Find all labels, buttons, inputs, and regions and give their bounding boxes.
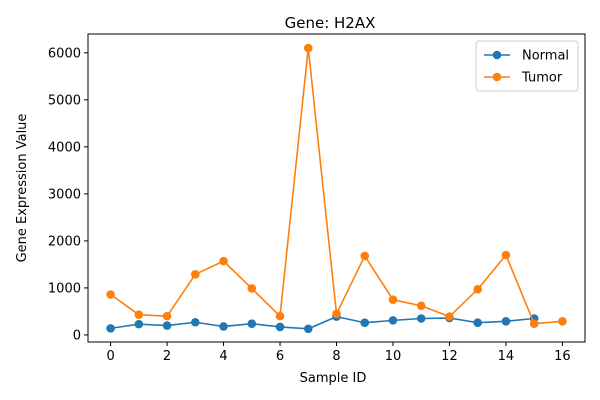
data-point-tumor [134,310,144,320]
data-point-tumor [388,295,398,304]
legend: Normal Tumor [475,40,579,92]
data-point-tumor [360,251,370,261]
y-axis: 0 1000 2000 3000 4000 5000 6000 [48,46,88,343]
y-tick-label: 6000 [48,46,81,61]
legend-label-tumor: Tumor [521,71,563,86]
data-point-normal [162,321,172,330]
x-tick-label: 0 [106,349,114,364]
x-tick-label: 10 [385,349,402,364]
legend-marker-tumor [492,72,502,82]
x-tick-label: 4 [219,349,227,364]
data-point-normal [303,324,313,334]
data-point-normal [388,316,398,325]
y-tick-label: 3000 [48,187,81,202]
chart-title: Gene: H2AX [285,14,376,32]
data-point-normal [134,319,144,329]
data-point-tumor [247,284,257,293]
legend-marker-normal [492,50,502,60]
data-point-normal [360,318,370,328]
x-tick-label: 16 [554,349,571,364]
data-point-tumor [191,269,200,279]
y-tick-label: 0 [73,328,81,343]
data-point-tumor [416,301,426,311]
data-point-tumor [558,317,567,326]
data-point-tumor [501,250,511,260]
x-tick-label: 12 [441,349,458,364]
data-point-tumor [332,309,341,319]
data-point-normal [106,324,115,333]
data-point-tumor [219,256,228,266]
series-tumor [106,43,567,328]
y-axis-label: Gene Expression Value [15,114,30,263]
legend-box [475,40,579,92]
y-tick-label: 2000 [48,234,81,249]
x-axis-label: Sample ID [300,371,367,386]
x-tick-label: 2 [163,349,171,364]
data-point-normal [416,314,426,323]
data-point-normal [473,318,482,328]
data-point-normal [275,322,285,332]
x-tick-label: 8 [332,349,340,364]
data-point-tumor [106,290,115,299]
data-point-tumor [162,311,172,321]
series-line-normal [110,315,535,330]
data-point-normal [219,322,228,331]
data-point-normal [191,317,200,327]
y-tick-label: 1000 [48,281,81,296]
data-point-tumor [529,319,539,328]
series-layer [106,43,567,334]
data-point-tumor [275,311,285,321]
legend-label-normal: Normal [522,49,569,64]
data-point-tumor [473,285,482,294]
x-tick-label: 6 [276,349,284,364]
data-point-normal [247,319,257,328]
y-tick-label: 5000 [48,93,81,108]
x-tick-label: 14 [498,349,515,364]
x-axis: 0 2 4 6 8 10 12 14 16 [106,342,571,364]
data-point-tumor [303,43,313,53]
data-point-tumor [445,312,454,321]
y-tick-label: 4000 [48,140,81,155]
data-point-normal [501,317,511,326]
